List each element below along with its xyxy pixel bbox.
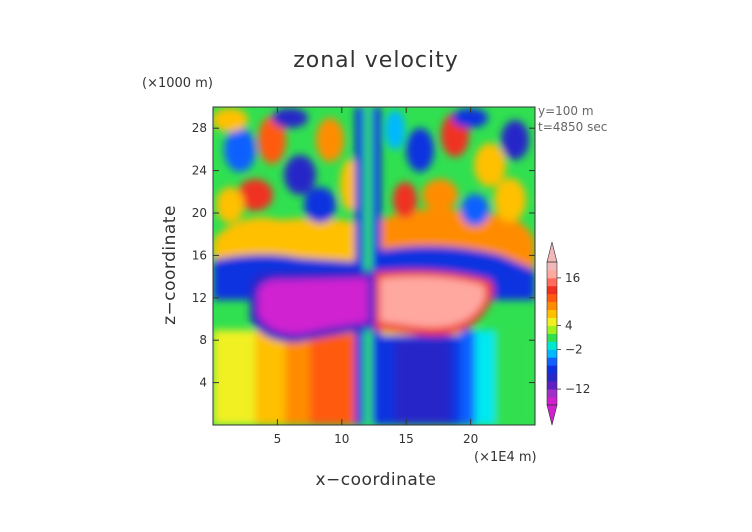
field-blob-19 xyxy=(272,108,308,128)
colorbar-segment xyxy=(547,365,557,374)
colorbar-segment xyxy=(547,397,557,406)
y-tick-label: 24 xyxy=(192,164,207,178)
colorbar-bottom-arrow xyxy=(546,404,558,426)
colorbar-segment xyxy=(547,349,557,358)
colorbar-frame xyxy=(546,261,558,406)
y-axis-ticks: 4 8 12 16 20 24 28 xyxy=(192,121,535,390)
field-left-jet-core xyxy=(258,278,368,335)
colorbar-segment xyxy=(547,309,557,319)
colorbar-segment xyxy=(547,357,557,366)
y-tick-label: 16 xyxy=(192,248,207,262)
y-axis-unit: (×1000 m) xyxy=(142,76,213,91)
colorbar-segment xyxy=(547,333,557,342)
field-central-jet-core xyxy=(364,107,372,425)
field-blob-18 xyxy=(213,108,248,132)
field-blob-6 xyxy=(216,187,244,223)
y-tick-label: 8 xyxy=(199,333,207,347)
field-lower-blue-2 xyxy=(395,340,450,425)
colorbar-tick-label: 4 xyxy=(565,319,573,333)
colorbar-segment xyxy=(547,269,557,279)
colorbar-segment xyxy=(547,373,557,382)
field-blob-20 xyxy=(452,108,488,128)
field-blob-14 xyxy=(461,194,489,226)
field-blob-16 xyxy=(494,178,526,222)
colorbar-segment xyxy=(547,325,557,334)
field-blob-12 xyxy=(501,120,529,160)
y-tick-label: 20 xyxy=(192,206,207,220)
colorbar-segment xyxy=(547,293,557,303)
x-tick-label: 15 xyxy=(399,432,414,446)
colorbar-tick-label: −2 xyxy=(565,342,583,356)
field-lower-cyan xyxy=(475,330,495,425)
y-tick-label: 12 xyxy=(192,291,207,305)
colorbar-segment xyxy=(547,262,557,271)
field-blob-17 xyxy=(385,110,405,150)
field-blob-4 xyxy=(316,118,344,162)
field-right-jet-core xyxy=(380,276,486,328)
annotation-time: t=4850 sec xyxy=(538,120,608,134)
x-axis-ticks: 5 10 15 20 xyxy=(274,107,478,446)
colorbar-top-arrow xyxy=(546,241,558,263)
colorbar-segment xyxy=(547,285,557,295)
chart-title: zonal velocity xyxy=(293,48,459,73)
colorbar: 16 4 −2 −12 xyxy=(546,241,590,426)
field-blob-2 xyxy=(258,116,286,164)
field-blob-1 xyxy=(224,128,256,172)
field-blob-3 xyxy=(284,155,316,195)
x-tick-label: 10 xyxy=(334,432,349,446)
annotation-y-position: y=100 m xyxy=(538,104,594,118)
field-blob-7 xyxy=(304,187,336,223)
plot-frame xyxy=(212,106,536,426)
y-tick-label: 28 xyxy=(192,121,207,135)
colorbar-segment xyxy=(547,381,557,390)
colorbar-segment xyxy=(547,301,557,311)
field-lower-green xyxy=(495,330,535,425)
field-blob-13 xyxy=(422,179,458,211)
field-blob-5 xyxy=(237,179,273,211)
x-tick-label: 20 xyxy=(463,432,478,446)
y-tick-label: 4 xyxy=(199,376,207,390)
colorbar-tick-label: −12 xyxy=(565,382,590,396)
x-axis-label: x−coordinate xyxy=(315,470,437,490)
contour-field xyxy=(213,107,535,425)
colorbar-segment xyxy=(547,277,557,287)
colorbar-segment xyxy=(547,389,557,398)
field-blob-15 xyxy=(393,182,417,218)
field-blob-11 xyxy=(474,143,506,187)
colorbar-segment xyxy=(547,317,557,326)
x-axis-unit: (×1E4 m) xyxy=(474,450,537,465)
x-tick-label: 5 xyxy=(274,432,282,446)
field-blob-9 xyxy=(406,128,434,172)
colorbar-segment xyxy=(547,341,557,350)
colorbar-tick-label: 16 xyxy=(565,271,580,285)
